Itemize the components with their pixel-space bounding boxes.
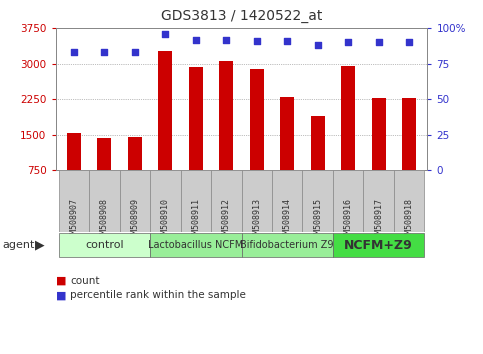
Bar bbox=[311, 116, 325, 205]
FancyBboxPatch shape bbox=[120, 170, 150, 232]
Text: GSM508907: GSM508907 bbox=[70, 198, 78, 243]
FancyBboxPatch shape bbox=[333, 170, 363, 232]
Bar bbox=[250, 69, 264, 205]
Text: Bifidobacterium Z9: Bifidobacterium Z9 bbox=[241, 240, 334, 250]
FancyBboxPatch shape bbox=[272, 170, 302, 232]
Text: GSM508913: GSM508913 bbox=[252, 198, 261, 243]
Bar bbox=[189, 68, 203, 205]
Point bbox=[344, 40, 352, 45]
FancyBboxPatch shape bbox=[58, 233, 150, 257]
FancyBboxPatch shape bbox=[333, 233, 425, 257]
Text: control: control bbox=[85, 240, 124, 250]
Bar bbox=[128, 137, 142, 205]
Point bbox=[405, 40, 413, 45]
Text: GSM508909: GSM508909 bbox=[130, 198, 139, 243]
FancyBboxPatch shape bbox=[363, 170, 394, 232]
Point bbox=[253, 38, 261, 44]
Bar bbox=[372, 98, 385, 205]
FancyBboxPatch shape bbox=[242, 233, 333, 257]
Text: agent: agent bbox=[2, 240, 35, 250]
Point bbox=[284, 38, 291, 44]
Text: GSM508918: GSM508918 bbox=[405, 198, 413, 243]
Text: GSM508911: GSM508911 bbox=[191, 198, 200, 243]
Text: Lactobacillus NCFM: Lactobacillus NCFM bbox=[148, 240, 243, 250]
Point bbox=[100, 50, 108, 55]
Point bbox=[161, 31, 169, 37]
FancyBboxPatch shape bbox=[150, 170, 181, 232]
Text: NCFM+Z9: NCFM+Z9 bbox=[344, 239, 413, 252]
Bar bbox=[341, 65, 355, 205]
Bar bbox=[402, 98, 416, 205]
Point bbox=[131, 50, 139, 55]
Bar bbox=[67, 133, 81, 205]
Point bbox=[192, 37, 199, 42]
Bar bbox=[219, 61, 233, 205]
Point bbox=[314, 42, 322, 48]
Text: percentile rank within the sample: percentile rank within the sample bbox=[70, 290, 246, 300]
Point bbox=[375, 40, 383, 45]
Bar bbox=[98, 138, 111, 205]
FancyBboxPatch shape bbox=[89, 170, 120, 232]
Text: GSM508917: GSM508917 bbox=[374, 198, 383, 243]
Text: GSM508916: GSM508916 bbox=[344, 198, 353, 243]
Text: GSM508910: GSM508910 bbox=[161, 198, 170, 243]
Point bbox=[70, 50, 78, 55]
Bar bbox=[280, 97, 294, 205]
FancyBboxPatch shape bbox=[211, 170, 242, 232]
FancyBboxPatch shape bbox=[181, 170, 211, 232]
FancyBboxPatch shape bbox=[302, 170, 333, 232]
Text: GSM508912: GSM508912 bbox=[222, 198, 231, 243]
Text: GSM508915: GSM508915 bbox=[313, 198, 322, 243]
FancyBboxPatch shape bbox=[58, 170, 89, 232]
Text: count: count bbox=[70, 276, 99, 286]
FancyBboxPatch shape bbox=[150, 233, 242, 257]
FancyBboxPatch shape bbox=[394, 170, 425, 232]
Point bbox=[222, 37, 230, 42]
Text: GSM508908: GSM508908 bbox=[100, 198, 109, 243]
Text: GDS3813 / 1420522_at: GDS3813 / 1420522_at bbox=[161, 9, 322, 23]
Text: ▶: ▶ bbox=[35, 239, 45, 252]
Bar bbox=[158, 51, 172, 205]
FancyBboxPatch shape bbox=[242, 170, 272, 232]
Text: ■: ■ bbox=[56, 290, 66, 300]
Text: ■: ■ bbox=[56, 276, 66, 286]
Text: GSM508914: GSM508914 bbox=[283, 198, 292, 243]
